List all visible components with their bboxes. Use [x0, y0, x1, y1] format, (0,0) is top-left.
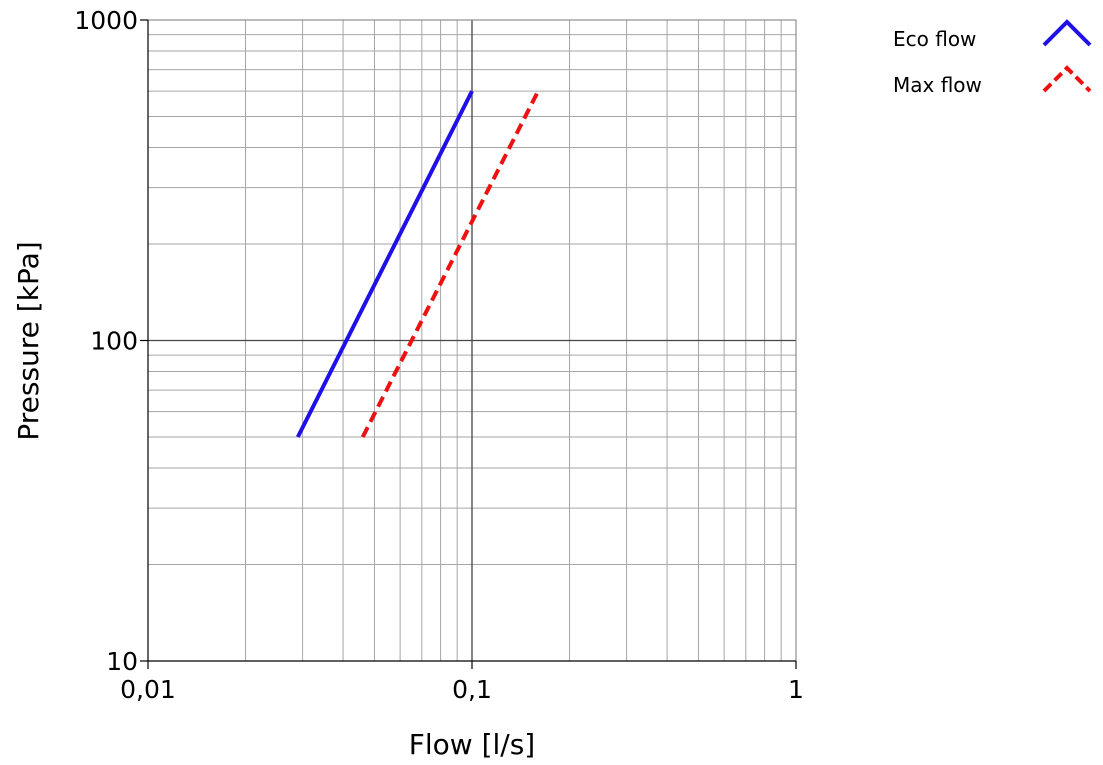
series-line-eco-flow: [296, 90, 474, 438]
x-tick-label: 0,1: [452, 675, 492, 704]
y-tick-label: 10: [106, 647, 138, 676]
grid: [148, 20, 796, 661]
y-axis-title: Pressure [kPa]: [12, 241, 45, 440]
x-tick-label: 1: [788, 675, 804, 704]
y-tick-label: 1000: [74, 6, 138, 35]
y-tick-label: 100: [90, 327, 138, 356]
legend-label: Eco flow: [893, 27, 976, 51]
legend: Eco flow Max flow: [893, 19, 1092, 97]
x-axis-title: Flow [l/s]: [409, 728, 535, 761]
series-lines: [296, 90, 540, 438]
legend-label: Max flow: [893, 73, 982, 97]
legend-swatch-eco-flow: [1042, 19, 1092, 47]
series-line-max-flow: [360, 90, 540, 438]
legend-swatch-max-flow: [1042, 65, 1092, 93]
axes: 0,01 0,1 1 10 100 1000: [74, 6, 804, 704]
x-tick-label: 0,01: [120, 675, 176, 704]
